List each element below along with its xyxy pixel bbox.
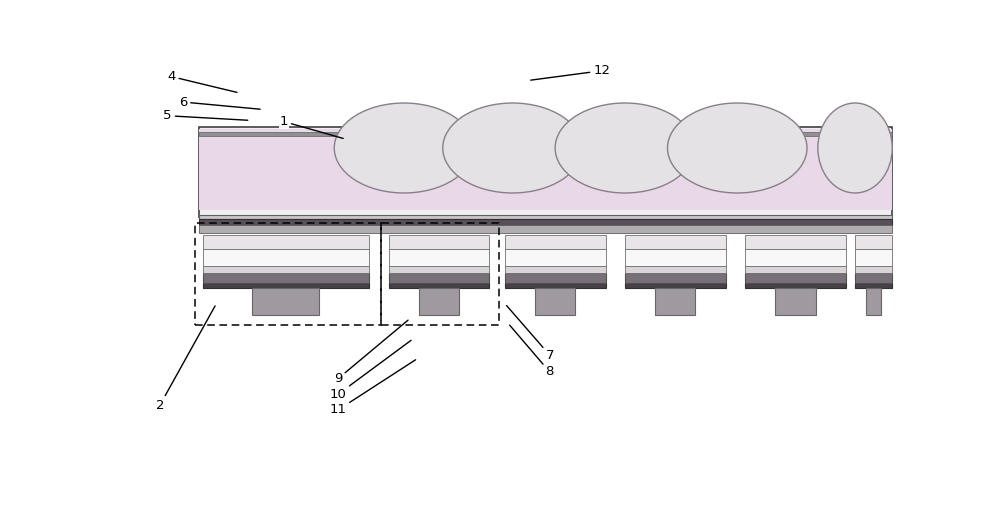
Bar: [625, 282, 726, 288]
Ellipse shape: [818, 103, 892, 193]
Bar: [199, 130, 892, 210]
Bar: [855, 249, 892, 266]
Bar: [745, 235, 846, 249]
Text: 7: 7: [507, 306, 554, 362]
Bar: [855, 266, 892, 273]
Ellipse shape: [668, 103, 807, 193]
Bar: [388, 266, 489, 273]
Bar: [505, 249, 606, 266]
Bar: [202, 249, 369, 266]
Bar: [625, 235, 726, 249]
Bar: [855, 235, 892, 249]
Bar: [202, 235, 369, 249]
Bar: [388, 273, 489, 282]
Bar: [388, 282, 489, 288]
Bar: [199, 128, 892, 217]
Text: 12: 12: [531, 64, 610, 80]
Text: 10: 10: [330, 340, 411, 401]
Bar: [745, 282, 846, 288]
Text: 9: 9: [334, 320, 408, 385]
Bar: [855, 282, 892, 288]
Bar: [252, 288, 319, 315]
Bar: [199, 132, 892, 136]
Bar: [505, 282, 606, 288]
Text: 4: 4: [167, 70, 237, 92]
Bar: [625, 266, 726, 273]
Bar: [775, 288, 816, 315]
Bar: [625, 273, 726, 282]
Ellipse shape: [555, 103, 695, 193]
Text: 1: 1: [280, 115, 343, 139]
Bar: [505, 235, 606, 249]
Text: 2: 2: [156, 306, 215, 411]
Bar: [505, 266, 606, 273]
Text: 8: 8: [510, 325, 554, 378]
Bar: [745, 266, 846, 273]
Text: 5: 5: [163, 109, 248, 122]
Bar: [202, 282, 369, 288]
Bar: [202, 266, 369, 273]
Bar: [195, 224, 381, 325]
Bar: [535, 288, 575, 315]
Bar: [388, 249, 489, 266]
Ellipse shape: [443, 103, 582, 193]
Bar: [505, 273, 606, 282]
Bar: [855, 273, 892, 282]
Bar: [388, 235, 489, 249]
Bar: [199, 215, 892, 219]
Bar: [199, 225, 892, 233]
Bar: [199, 219, 892, 225]
Ellipse shape: [334, 103, 474, 193]
Bar: [655, 288, 695, 315]
Text: 6: 6: [179, 96, 260, 109]
Text: 11: 11: [330, 360, 416, 417]
Bar: [419, 288, 459, 315]
Bar: [625, 249, 726, 266]
Bar: [745, 273, 846, 282]
Bar: [381, 224, 499, 325]
Bar: [866, 288, 881, 315]
Bar: [745, 249, 846, 266]
Bar: [202, 273, 369, 282]
